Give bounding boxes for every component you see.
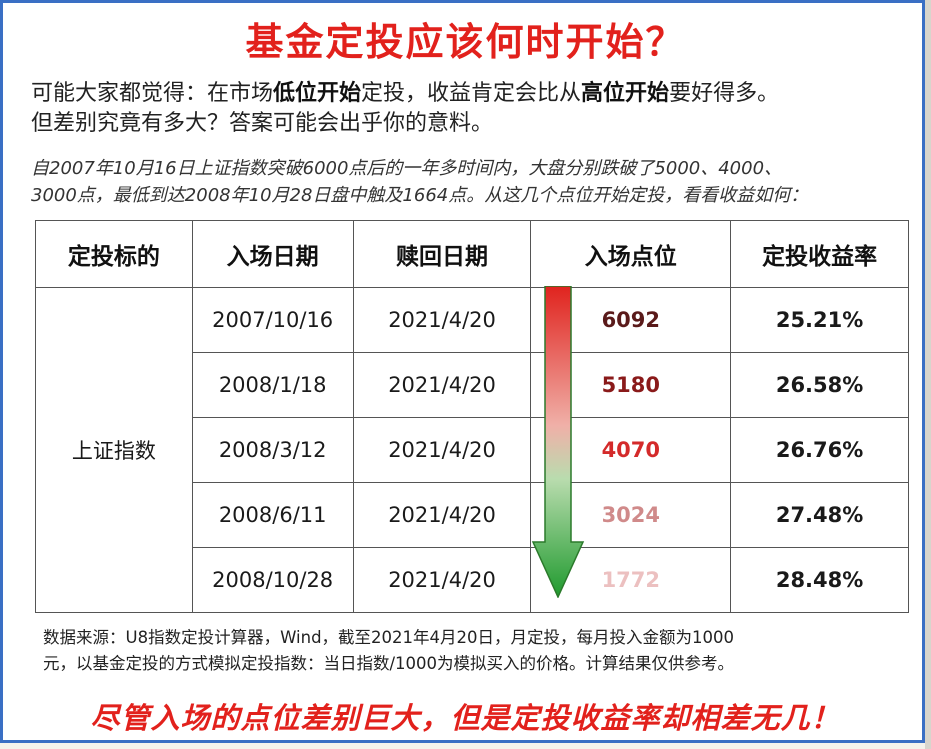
header-entry-date: 入场日期 (191, 220, 354, 288)
return-cell: 26.58% (730, 352, 909, 418)
conclusion-text: 尽管入场的点位差别巨大，但是定投收益率却相差无几！ (90, 701, 841, 735)
redeem-date-cell: 2021/4/20 (352, 287, 532, 353)
entry-date-cell: 2008/6/11 (191, 482, 354, 548)
return-cell: 27.48% (730, 482, 909, 548)
return-cell: 25.21% (730, 287, 909, 353)
redeem-date-cell: 2021/4/20 (352, 352, 532, 418)
header-return: 定投收益率 (730, 220, 909, 288)
footnote-line-2: 元，以基金定投的方式模拟定投指数：当日指数/1000为模拟买入的价格。计算结果仅… (43, 654, 735, 673)
header-redeem-date: 赎回日期 (352, 220, 532, 288)
intro-line-1: 可能大家都觉得：在市场低位开始定投，收益肯定会比从高位开始要好得多。 (31, 79, 779, 109)
intro-emphasis-low: 低位开始 (273, 81, 362, 106)
returns-table: 定投标的 入场日期 赎回日期 入场点位 定投收益率 上证指数 2007/10/1… (35, 220, 909, 613)
target-index-cell: 上证指数 (35, 287, 193, 613)
right-edge-strip (925, 0, 931, 749)
redeem-date-cell: 2021/4/20 (352, 547, 532, 613)
page-title: 基金定投应该何时开始？ (245, 20, 686, 64)
note-line-1: 自2007年10月16日上证指数突破6000点后的一年多时间内，大盘分别跌破了5… (31, 158, 783, 179)
intro-part-e: 要好得多。 (669, 81, 780, 106)
intro-part-c: 定投，收益肯定会比从 (361, 81, 582, 106)
data-source-footnote: 数据来源：U8指数定投计算器，Wind，截至2021年4月20日，月定投，每月投… (43, 625, 903, 677)
entry-date-cell: 2008/10/28 (191, 547, 354, 613)
table-row: 2008/6/11 2021/4/20 3024 27.48% (36, 482, 909, 548)
table-row: 2008/3/12 2021/4/20 4070 26.76% (36, 417, 909, 483)
entry-date-cell: 2007/10/16 (191, 287, 354, 353)
intro-part-a: 可能大家都觉得：在市场 (31, 81, 274, 106)
return-cell: 28.48% (730, 547, 909, 613)
header-entry-point: 入场点位 (530, 220, 732, 288)
redeem-date-cell: 2021/4/20 (352, 482, 532, 548)
note-line-2: 3000点，最低到达2008年10月28日盘中触及1664点。从这几个点位开始定… (31, 185, 809, 206)
entry-date-cell: 2008/3/12 (191, 417, 354, 483)
intro-line-2: 但差别究竟有多大？答案可能会出乎你的意料。 (31, 111, 494, 136)
table-header-row: 定投标的 入场日期 赎回日期 入场点位 定投收益率 (35, 220, 909, 288)
return-cell: 26.76% (730, 417, 909, 483)
header-target: 定投标的 (35, 220, 193, 288)
redeem-date-cell: 2021/4/20 (352, 417, 532, 483)
intro-text: 可能大家都觉得：在市场低位开始定投，收益肯定会比从高位开始要好得多。 但差别究竟… (31, 79, 779, 139)
entry-date-cell: 2008/1/18 (191, 352, 354, 418)
footnote-line-1: 数据来源：U8指数定投计算器，Wind，截至2021年4月20日，月定投，每月投… (43, 628, 735, 647)
table-row: 上证指数 2007/10/16 2021/4/20 6092 25.21% (35, 287, 909, 613)
context-note: 自2007年10月16日上证指数突破6000点后的一年多时间内，大盘分别跌破了5… (31, 155, 911, 209)
down-arrow-icon (531, 286, 585, 598)
intro-emphasis-high: 高位开始 (581, 81, 670, 106)
